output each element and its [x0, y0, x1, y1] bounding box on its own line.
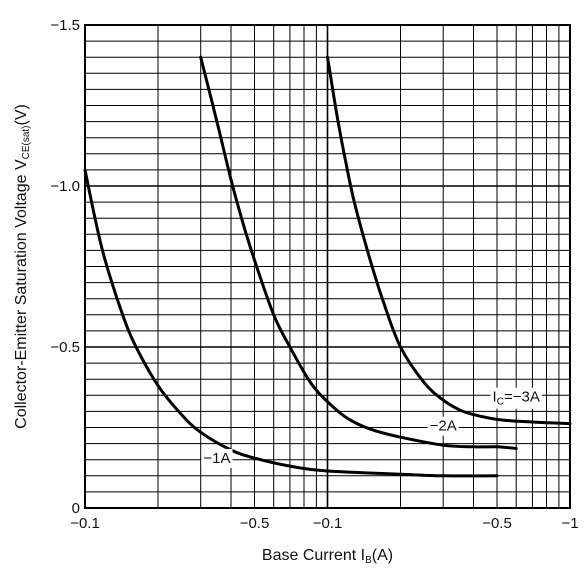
y-tick-label: −0.5 [50, 339, 80, 356]
y-tick-label: 0 [72, 500, 80, 517]
curve-label-background [427, 416, 459, 436]
series-line-2 [199, 55, 518, 450]
y-tick-label: −1.5 [50, 17, 80, 34]
x-tick-label: −0.5 [482, 515, 512, 532]
curve-label-1: −1A [203, 450, 230, 467]
series-line-1 [83, 168, 499, 478]
tick-labels: −0.1 −0.5 −0.1 −0.5 −1 0 −0.5 −1.0 −1.5 [50, 17, 578, 532]
x-tick-label: −0.1 [70, 515, 100, 532]
y-axis-label: Collector-Emitter Saturation Voltage VCE… [13, 104, 32, 429]
plot-frame [84, 24, 571, 509]
curve-label-2: −2A [430, 418, 457, 435]
curves [83, 55, 572, 478]
series-line-3 [326, 55, 572, 426]
curve-label-background [490, 387, 542, 409]
chart-grid [84, 24, 571, 509]
y-tick-label: −1.0 [50, 178, 80, 195]
curve-labels: −1A −2A IC=−3A [201, 387, 542, 468]
x-tick-label: −1 [561, 515, 578, 532]
x-tick-label: −0.1 [313, 515, 343, 532]
x-axis-label: Base Current IB(A) [262, 547, 393, 566]
curve-label-3: IC=−3A [493, 389, 540, 408]
curve-label-background [201, 448, 233, 468]
x-tick-label: −0.5 [240, 515, 270, 532]
